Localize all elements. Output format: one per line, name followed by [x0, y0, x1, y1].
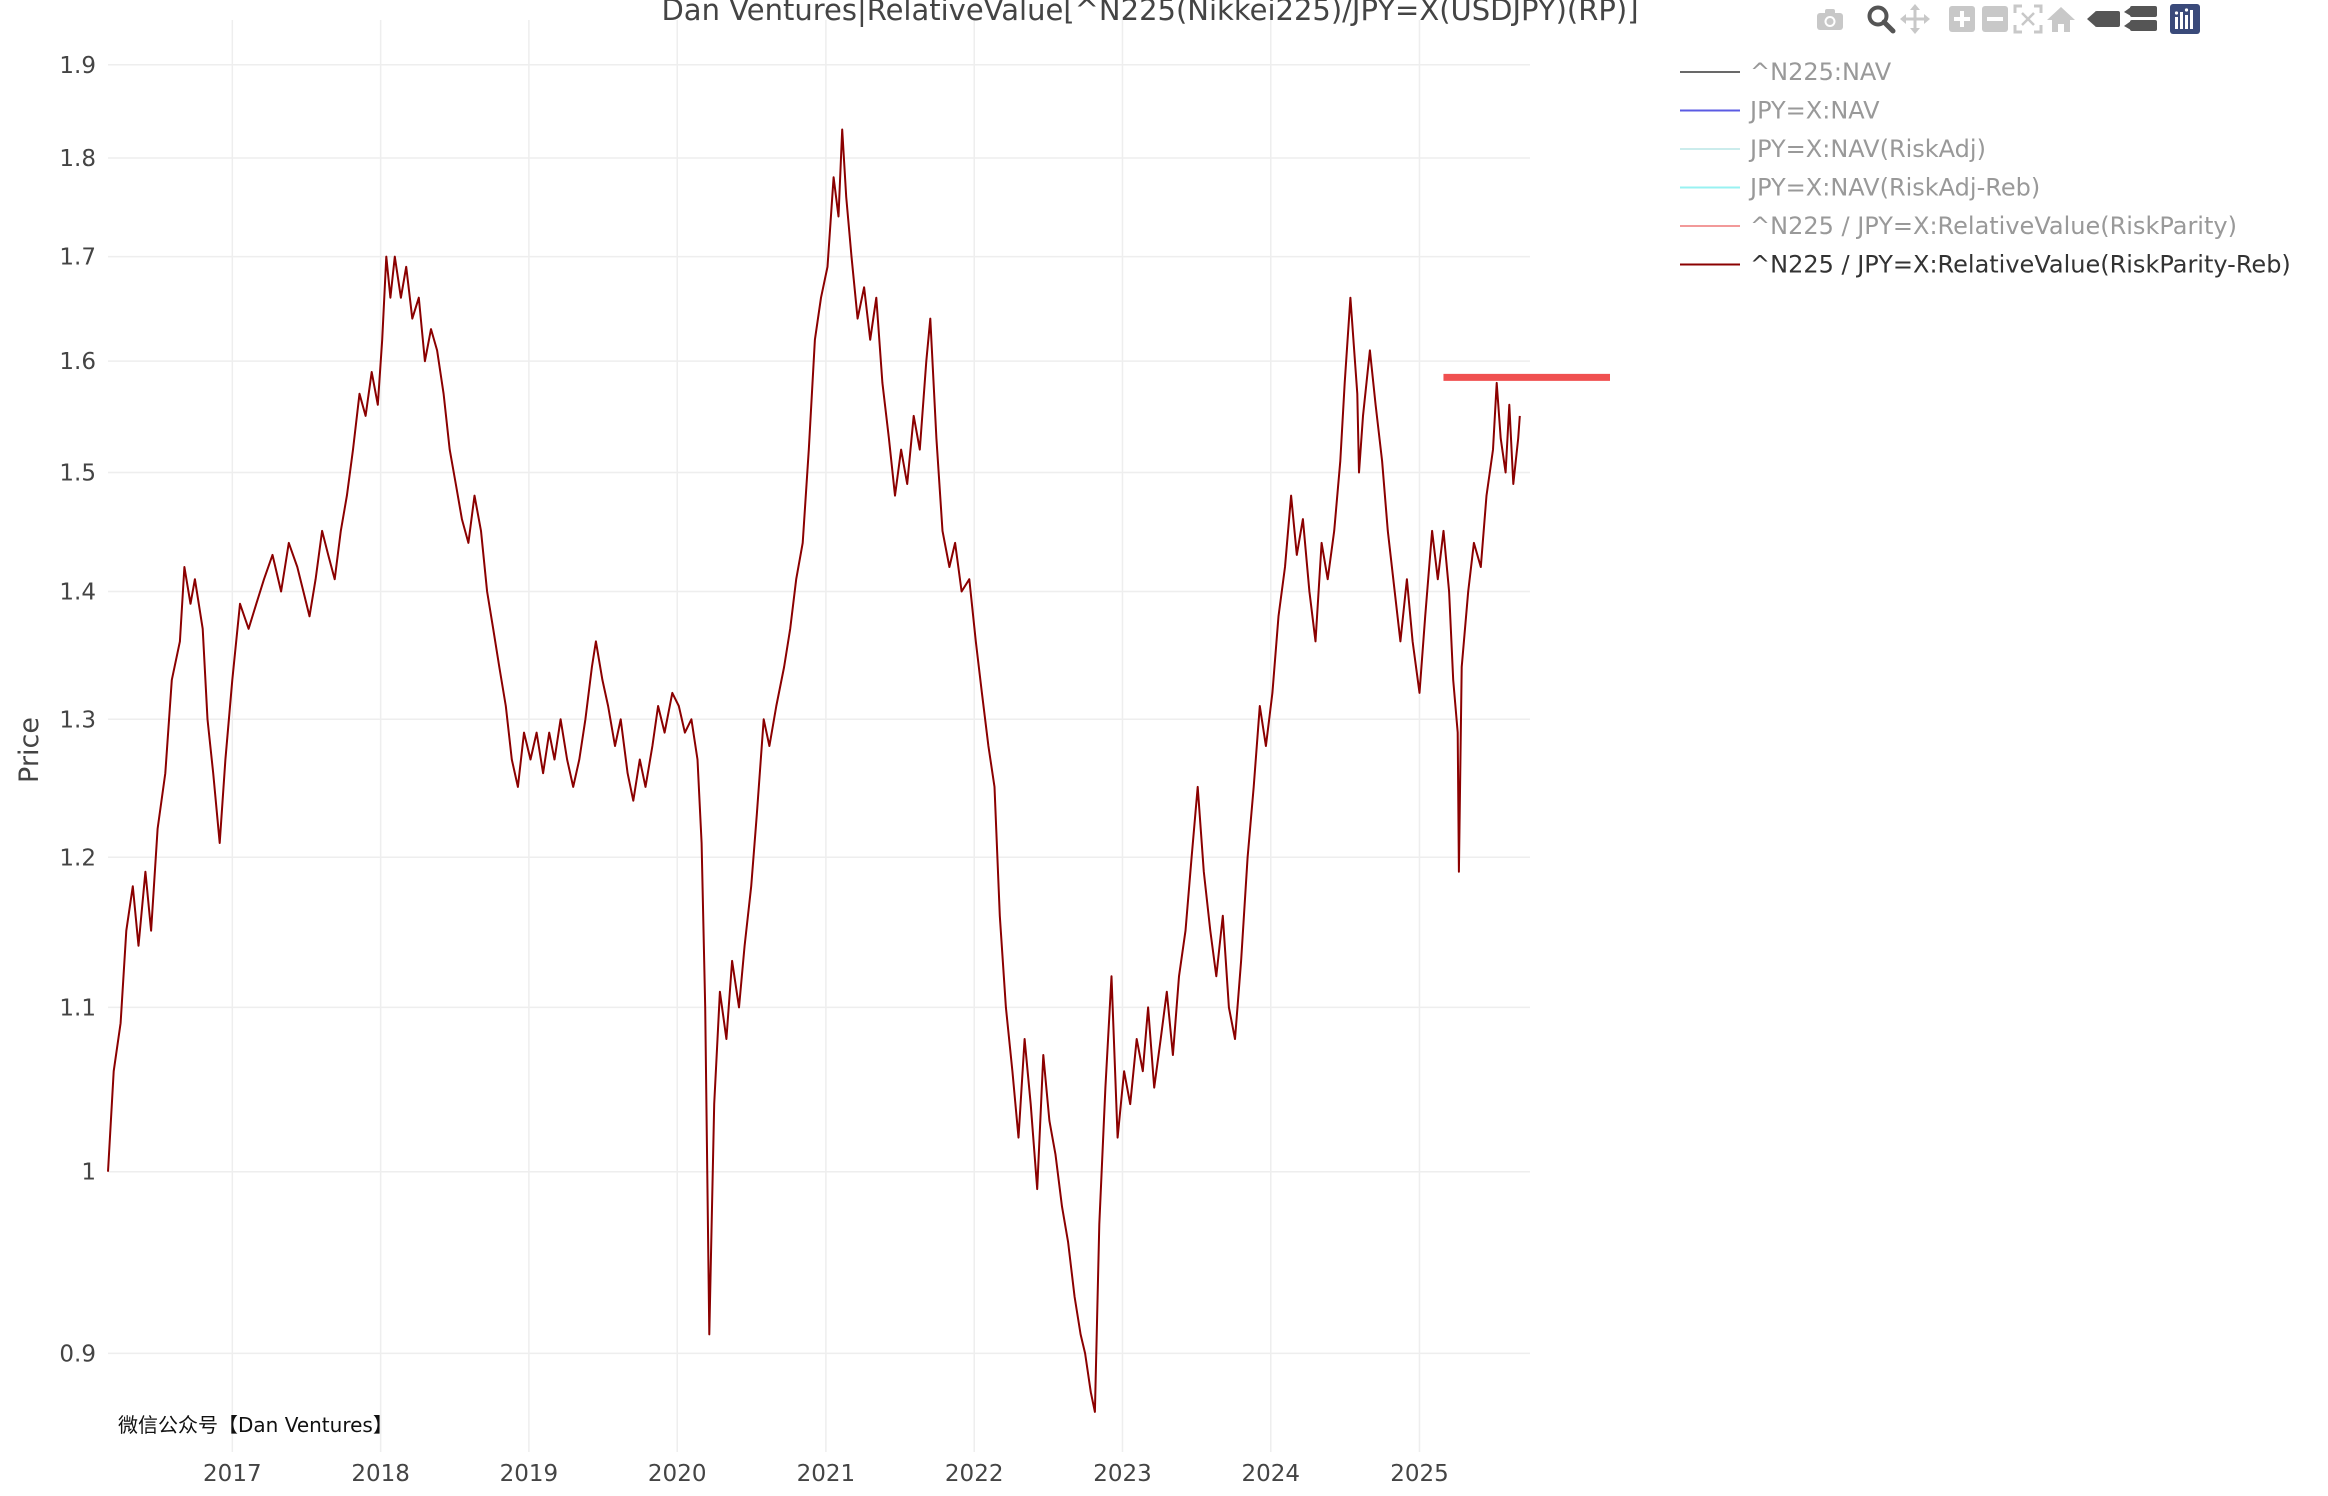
- legend-item[interactable]: ^N225 / JPY=X:RelativeValue(RiskParity-R…: [1680, 251, 2291, 279]
- zoom-in-icon[interactable]: [1945, 2, 1979, 36]
- x-tick-label: 2022: [945, 1461, 1004, 1487]
- chart-title: Dan Ventures|RelativeValue[^N225(Nikkei2…: [661, 0, 1638, 27]
- y-axis-label: Price: [14, 717, 45, 783]
- legend-label: JPY=X:NAV(RiskAdj-Reb): [1748, 174, 2040, 202]
- hover-compare-icon[interactable]: [2124, 2, 2158, 36]
- autoscale-icon[interactable]: [2011, 2, 2045, 36]
- x-tick-label: 2025: [1390, 1461, 1449, 1487]
- x-tick-label: 2021: [797, 1461, 856, 1487]
- y-tick-label: 1.1: [59, 995, 96, 1021]
- legend-label: JPY=X:NAV: [1748, 97, 1880, 125]
- legend-label: ^N225 / JPY=X:RelativeValue(RiskParity-R…: [1750, 251, 2291, 279]
- y-tick-label: 1.7: [59, 245, 96, 271]
- legend-item[interactable]: ^N225:NAV: [1680, 58, 1892, 86]
- legend-item[interactable]: ^N225 / JPY=X:RelativeValue(RiskParity): [1680, 212, 2237, 240]
- legend-item[interactable]: JPY=X:NAV(RiskAdj-Reb): [1680, 174, 2040, 202]
- y-tick-label: 1.8: [59, 146, 96, 172]
- y-tick-label: 1.2: [59, 845, 96, 871]
- legend-label: ^N225 / JPY=X:RelativeValue(RiskParity): [1750, 212, 2237, 240]
- series-line[interactable]: [107, 128, 1521, 1413]
- grid: [108, 20, 1530, 1452]
- y-tick-label: 1.5: [59, 460, 96, 486]
- modebar: [1768, 0, 2328, 38]
- y-tick-label: 1: [81, 1160, 96, 1186]
- legend-label: ^N225:NAV: [1750, 58, 1892, 86]
- x-tick-label: 2019: [500, 1461, 559, 1487]
- watermark: 微信公众号【Dan Ventures】: [118, 1413, 393, 1437]
- y-tick-label: 1.6: [59, 349, 96, 375]
- x-tick-label: 2020: [648, 1461, 707, 1487]
- plotly-logo-icon[interactable]: [2168, 2, 2202, 36]
- y-tick-label: 1.9: [59, 53, 96, 79]
- y-tick-label: 1.3: [59, 707, 96, 733]
- x-tick-label: 2024: [1242, 1461, 1301, 1487]
- y-tick-label: 0.9: [59, 1341, 96, 1367]
- legend[interactable]: ^N225:NAV JPY=X:NAV JPY=X:NAV(RiskAdj) JPY=…: [1680, 58, 2291, 279]
- x-tick-label: 2017: [203, 1461, 262, 1487]
- zoom-out-icon[interactable]: [1978, 2, 2012, 36]
- hover-closest-icon[interactable]: [2087, 2, 2121, 36]
- x-tick-label: 2023: [1093, 1461, 1152, 1487]
- pan-icon[interactable]: [1898, 2, 1932, 36]
- camera-icon[interactable]: [1813, 2, 1847, 36]
- legend-item[interactable]: JPY=X:NAV: [1680, 97, 1880, 125]
- y-axis: 0.9 1 1.1 1.2 1.3 1.4 1.5 1.6 1.7 1.8 1.9: [59, 53, 96, 1368]
- legend-item[interactable]: JPY=X:NAV(RiskAdj): [1680, 135, 1986, 163]
- home-icon[interactable]: [2044, 2, 2078, 36]
- y-tick-label: 1.4: [59, 579, 96, 605]
- x-axis: 2017 2018 2019 2020 2021 2022 2023 2024 2025: [203, 1461, 1449, 1487]
- plot-area[interactable]: [107, 128, 1610, 1413]
- legend-label: JPY=X:NAV(RiskAdj): [1748, 135, 1986, 163]
- x-tick-label: 2018: [351, 1461, 410, 1487]
- zoom-icon[interactable]: [1864, 2, 1898, 36]
